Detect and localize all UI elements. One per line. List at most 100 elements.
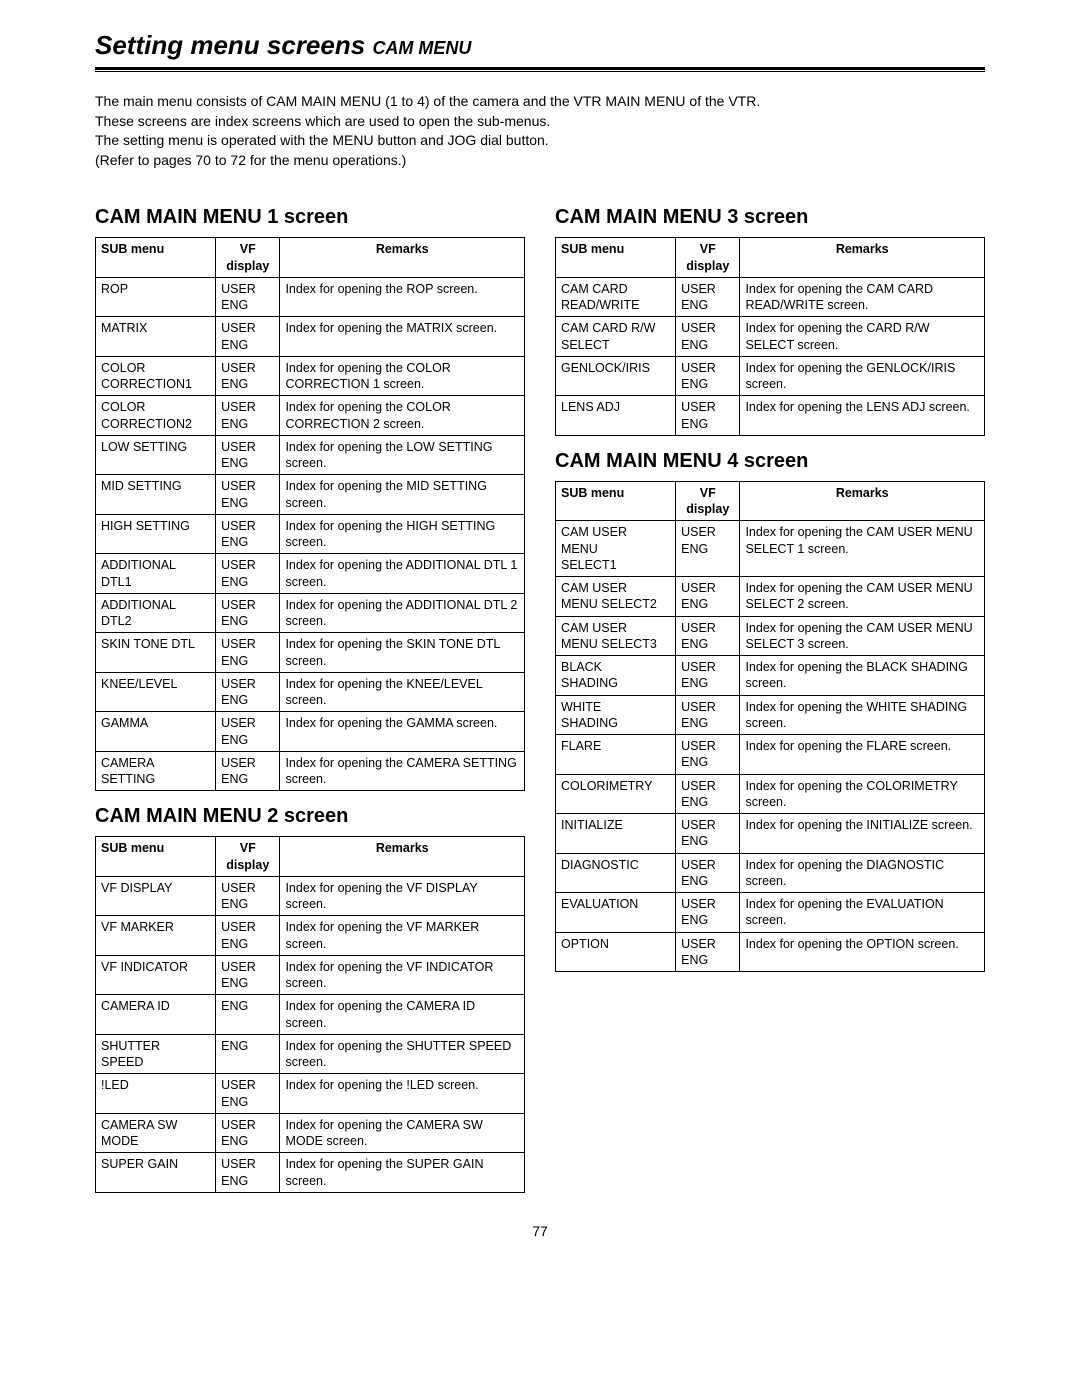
intro-line: (Refer to pages 70 to 72 for the menu op… xyxy=(95,151,985,171)
table-row: LOW SETTINGUSERENGIndex for opening the … xyxy=(96,435,525,475)
table-m3: SUB menuVFdisplayRemarksCAM CARDREAD/WRI… xyxy=(555,237,985,436)
cell-sub: SKIN TONE DTL xyxy=(96,633,216,673)
cell-vf: USERENG xyxy=(676,893,740,933)
table-row: CAM CARDREAD/WRITEUSERENGIndex for openi… xyxy=(556,277,985,317)
cell-sub: CAMERA ID xyxy=(96,995,216,1035)
cell-remarks: Index for opening the ADDITIONAL DTL 1 s… xyxy=(280,554,525,594)
cell-sub: LENS ADJ xyxy=(556,396,676,436)
cell-sub: ROP xyxy=(96,277,216,317)
cell-sub: CAMERA SWMODE xyxy=(96,1113,216,1153)
cell-remarks: Index for opening the DIAGNOSTIC screen. xyxy=(740,853,985,893)
table-row: FLAREUSERENGIndex for opening the FLARE … xyxy=(556,735,985,775)
cell-sub: WHITESHADING xyxy=(556,695,676,735)
cell-vf: USERENG xyxy=(676,356,740,396)
cell-vf: USERENG xyxy=(216,317,280,357)
cell-remarks: Index for opening the VF INDICATOR scree… xyxy=(280,955,525,995)
page-title: Setting menu screens CAM MENU xyxy=(95,30,985,61)
cell-remarks: Index for opening the MID SETTING screen… xyxy=(280,475,525,515)
cell-sub: GENLOCK/IRIS xyxy=(556,356,676,396)
cell-vf: ENG xyxy=(216,995,280,1035)
cell-sub: ADDITIONALDTL2 xyxy=(96,593,216,633)
th-remarks: Remarks xyxy=(280,238,525,278)
table-row: MATRIXUSERENGIndex for opening the MATRI… xyxy=(96,317,525,357)
table-row: CAMERASETTINGUSERENGIndex for opening th… xyxy=(96,751,525,791)
cell-vf: USERENG xyxy=(216,712,280,752)
cell-sub: VF INDICATOR xyxy=(96,955,216,995)
table-m4: SUB menuVFdisplayRemarksCAM USERMENUSELE… xyxy=(555,481,985,972)
cell-vf: USERENG xyxy=(676,656,740,696)
cell-remarks: Index for opening the CAM USER MENU SELE… xyxy=(740,577,985,617)
table-row: BLACKSHADINGUSERENGIndex for opening the… xyxy=(556,656,985,696)
cell-remarks: Index for opening the INITIALIZE screen. xyxy=(740,814,985,854)
cell-vf: USERENG xyxy=(216,1113,280,1153)
section-title-m2: CAM MAIN MENU 2 screen xyxy=(95,805,525,828)
table-row: COLORCORRECTION1USERENGIndex for opening… xyxy=(96,356,525,396)
cell-remarks: Index for opening the WHITE SHADING scre… xyxy=(740,695,985,735)
table-row: HIGH SETTINGUSERENGIndex for opening the… xyxy=(96,514,525,554)
title-sub: CAM MENU xyxy=(372,38,471,58)
table-m2: SUB menuVFdisplayRemarksVF DISPLAYUSEREN… xyxy=(95,836,525,1193)
table-row: SHUTTERSPEEDENGIndex for opening the SHU… xyxy=(96,1034,525,1074)
cell-remarks: Index for opening the OPTION screen. xyxy=(740,932,985,972)
cell-sub: !LED xyxy=(96,1074,216,1114)
intro-line: These screens are index screens which ar… xyxy=(95,112,985,132)
cell-sub: CAM USERMENUSELECT1 xyxy=(556,521,676,577)
cell-remarks: Index for opening the CARD R/W SELECT sc… xyxy=(740,317,985,357)
cell-vf: USERENG xyxy=(676,735,740,775)
cell-remarks: Index for opening the ROP screen. xyxy=(280,277,525,317)
table-row: SUPER GAINUSERENGIndex for opening the S… xyxy=(96,1153,525,1193)
table-row: DIAGNOSTICUSERENGIndex for opening the D… xyxy=(556,853,985,893)
cell-remarks: Index for opening the COLORIMETRY screen… xyxy=(740,774,985,814)
table-row: WHITESHADINGUSERENGIndex for opening the… xyxy=(556,695,985,735)
cell-vf: USERENG xyxy=(216,751,280,791)
cell-sub: CAM CARDREAD/WRITE xyxy=(556,277,676,317)
cell-vf: USERENG xyxy=(676,853,740,893)
section-title-m4: CAM MAIN MENU 4 screen xyxy=(555,450,985,473)
cell-sub: SHUTTERSPEED xyxy=(96,1034,216,1074)
page-number: 77 xyxy=(95,1223,985,1239)
cell-vf: USERENG xyxy=(676,695,740,735)
section-title-m1: CAM MAIN MENU 1 screen xyxy=(95,206,525,229)
cell-vf: USERENG xyxy=(676,814,740,854)
table-row: CAMERA IDENGIndex for opening the CAMERA… xyxy=(96,995,525,1035)
cell-sub: CAM USERMENU SELECT2 xyxy=(556,577,676,617)
cell-remarks: Index for opening the GENLOCK/IRIS scree… xyxy=(740,356,985,396)
cell-vf: USERENG xyxy=(216,672,280,712)
cell-remarks: Index for opening the COLOR CORRECTION 2… xyxy=(280,396,525,436)
cell-remarks: Index for opening the GAMMA screen. xyxy=(280,712,525,752)
cell-vf: USERENG xyxy=(676,932,740,972)
cell-remarks: Index for opening the EVALUATION screen. xyxy=(740,893,985,933)
th-sub: SUB menu xyxy=(556,238,676,278)
cell-remarks: Index for opening the ADDITIONAL DTL 2 s… xyxy=(280,593,525,633)
table-row: !LEDUSERENGIndex for opening the !LED sc… xyxy=(96,1074,525,1114)
th-remarks: Remarks xyxy=(740,238,985,278)
table-row: OPTIONUSERENGIndex for opening the OPTIO… xyxy=(556,932,985,972)
cell-remarks: Index for opening the CAM CARD READ/WRIT… xyxy=(740,277,985,317)
cell-remarks: Index for opening the LOW SETTING screen… xyxy=(280,435,525,475)
table-row: GENLOCK/IRISUSERENGIndex for opening the… xyxy=(556,356,985,396)
cell-sub: CAM CARD R/WSELECT xyxy=(556,317,676,357)
intro-line: The main menu consists of CAM MAIN MENU … xyxy=(95,92,985,112)
cell-sub: INITIALIZE xyxy=(556,814,676,854)
title-rule xyxy=(95,67,985,72)
cell-vf: USERENG xyxy=(216,1074,280,1114)
cell-remarks: Index for opening the COLOR CORRECTION 1… xyxy=(280,356,525,396)
table-row: VF DISPLAYUSERENGIndex for opening the V… xyxy=(96,876,525,916)
cell-sub: DIAGNOSTIC xyxy=(556,853,676,893)
cell-vf: USERENG xyxy=(216,435,280,475)
cell-remarks: Index for opening the CAMERA SW MODE scr… xyxy=(280,1113,525,1153)
cell-sub: CAM USERMENU SELECT3 xyxy=(556,616,676,656)
intro-block: The main menu consists of CAM MAIN MENU … xyxy=(95,92,985,170)
cell-vf: USERENG xyxy=(676,277,740,317)
right-column: CAM MAIN MENU 3 screen SUB menuVFdisplay… xyxy=(555,192,985,972)
table-row: ADDITIONALDTL1USERENGIndex for opening t… xyxy=(96,554,525,594)
cell-sub: KNEE/LEVEL xyxy=(96,672,216,712)
cell-remarks: Index for opening the CAM USER MENU SELE… xyxy=(740,521,985,577)
table-row: CAM USERMENUSELECT1USERENGIndex for open… xyxy=(556,521,985,577)
table-row: ADDITIONALDTL2USERENGIndex for opening t… xyxy=(96,593,525,633)
table-row: KNEE/LEVELUSERENGIndex for opening the K… xyxy=(96,672,525,712)
th-vf: VFdisplay xyxy=(676,238,740,278)
table-row: MID SETTINGUSERENGIndex for opening the … xyxy=(96,475,525,515)
th-sub: SUB menu xyxy=(96,238,216,278)
table-row: COLORCORRECTION2USERENGIndex for opening… xyxy=(96,396,525,436)
